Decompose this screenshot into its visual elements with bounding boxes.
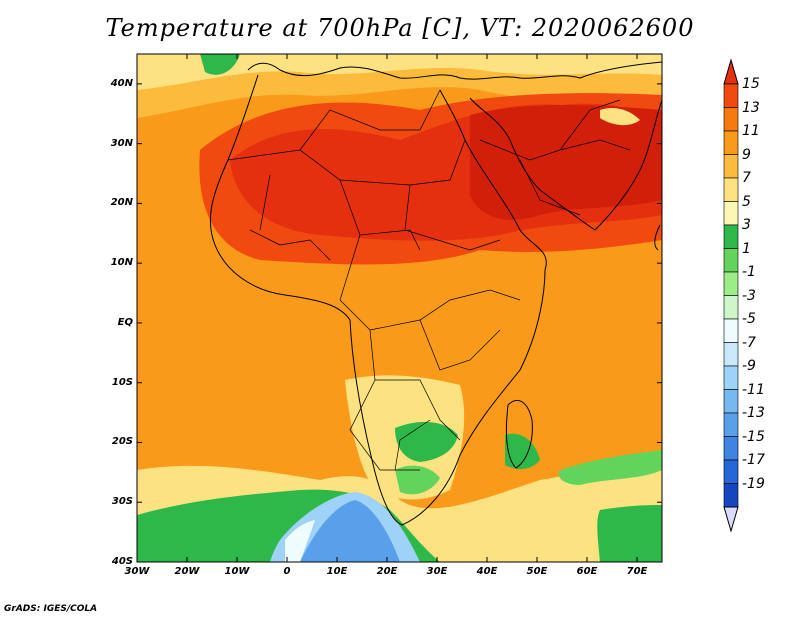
x-tick-label: 50E bbox=[526, 566, 548, 577]
chart-title: Temperature at 700hPa [C], VT: 202006260… bbox=[105, 14, 695, 42]
x-axis-ticks bbox=[136, 54, 638, 562]
colorbar-label: -11 bbox=[742, 381, 765, 398]
colorbar-swatch bbox=[723, 107, 739, 132]
x-tick-label: 0 bbox=[283, 566, 291, 577]
x-tick-label: 20E bbox=[376, 566, 398, 577]
colorbar-label: -3 bbox=[742, 287, 756, 304]
colorbar-swatch bbox=[723, 459, 739, 484]
colorbar-swatch bbox=[723, 177, 739, 202]
colorbar-swatch bbox=[723, 271, 739, 296]
colorbar-label: -19 bbox=[742, 475, 765, 492]
y-tick-label: 10S bbox=[111, 376, 133, 388]
colorbar-swatch bbox=[723, 201, 739, 226]
x-tick-label: 30W bbox=[124, 566, 150, 577]
colorbar-label: -17 bbox=[742, 452, 765, 468]
x-tick-label: 40E bbox=[476, 566, 498, 577]
colorbar-label: 7 bbox=[742, 170, 751, 186]
x-tick-label: 10W bbox=[224, 566, 250, 577]
x-tick-label: 60E bbox=[576, 566, 598, 577]
colorbar-label: 9 bbox=[742, 146, 751, 163]
y-axis-ticks bbox=[137, 83, 662, 563]
colorbar-label: -1 bbox=[742, 264, 756, 280]
colorbar-label: 3 bbox=[742, 217, 751, 233]
colorbar-swatch bbox=[723, 342, 739, 367]
y-tick-label: 20S bbox=[111, 436, 133, 448]
colorbar-top-triangle bbox=[723, 58, 739, 85]
colorbar-bottom-triangle bbox=[723, 506, 739, 533]
colorbar-swatch bbox=[723, 412, 739, 437]
y-tick-label: 20N bbox=[110, 197, 133, 209]
colorbar-label: 13 bbox=[742, 99, 760, 116]
x-tick-label: 30E bbox=[426, 566, 448, 577]
temperature-field bbox=[137, 54, 662, 562]
coastlines bbox=[209, 61, 663, 526]
colorbar-swatch bbox=[723, 436, 739, 461]
colorbar-label: 11 bbox=[742, 123, 760, 139]
colorbar-swatch bbox=[723, 224, 739, 249]
colorbar-swatch bbox=[723, 318, 739, 343]
colorbar-label: 5 bbox=[742, 193, 751, 210]
colorbar-swatch bbox=[723, 295, 739, 320]
y-tick-label: 30S bbox=[111, 496, 133, 508]
colorbar-swatch bbox=[723, 389, 739, 414]
colorbar-label: -7 bbox=[742, 334, 756, 351]
y-tick-label: 10N bbox=[110, 257, 133, 269]
colorbar-label: 1 bbox=[742, 240, 751, 257]
colorbar-label: -5 bbox=[742, 311, 756, 327]
colorbar-swatch bbox=[723, 365, 739, 390]
colorbar-swatch bbox=[723, 154, 739, 179]
x-tick-label: 20W bbox=[174, 566, 200, 577]
colorbar-swatch bbox=[723, 483, 739, 508]
colorbar-label: -15 bbox=[742, 428, 765, 445]
colorbar-swatch bbox=[723, 83, 739, 108]
y-tick-label: 30N bbox=[110, 137, 133, 149]
colorbar-label: -13 bbox=[742, 405, 765, 421]
x-tick-label: 10E bbox=[326, 566, 348, 577]
x-tick-label: 70E bbox=[626, 566, 648, 577]
y-tick-label: 40S bbox=[111, 556, 133, 567]
colorbar-swatch bbox=[723, 130, 739, 155]
y-tick-label: EQ bbox=[117, 316, 133, 328]
country-borders bbox=[227, 89, 631, 471]
y-tick-label: 40N bbox=[110, 77, 133, 89]
map-frame bbox=[136, 53, 663, 563]
colorbar bbox=[723, 58, 739, 533]
colorbar-label: -9 bbox=[742, 358, 756, 374]
colorbar-label: 15 bbox=[742, 76, 760, 92]
grads-credit: GrADS: IGES/COLA bbox=[4, 604, 98, 614]
colorbar-swatch bbox=[723, 248, 739, 273]
